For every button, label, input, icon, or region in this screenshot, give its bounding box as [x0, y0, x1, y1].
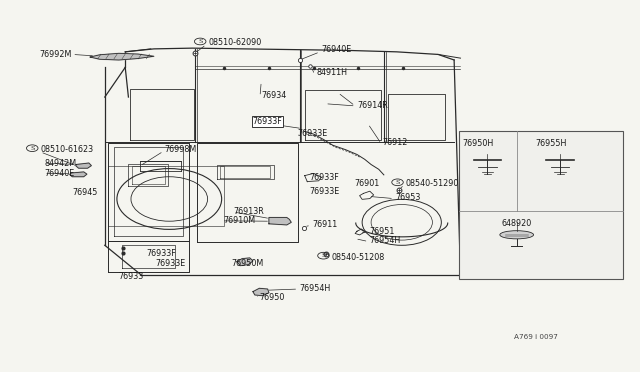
Text: 76913R: 76913R: [234, 207, 264, 216]
Text: 76940E: 76940E: [321, 45, 351, 54]
Text: 76955H: 76955H: [536, 139, 567, 148]
Text: 08510-62090: 08510-62090: [208, 38, 262, 48]
Text: 76912: 76912: [383, 138, 408, 147]
Text: 648920: 648920: [502, 219, 532, 228]
Text: 76934: 76934: [261, 91, 287, 100]
Text: 76933F: 76933F: [310, 173, 340, 182]
Text: 84911H: 84911H: [317, 68, 348, 77]
Text: 08540-51290: 08540-51290: [406, 179, 459, 188]
Text: 76951: 76951: [370, 227, 395, 237]
Text: 08510-61623: 08510-61623: [40, 145, 93, 154]
Text: 76933F: 76933F: [253, 117, 282, 126]
Polygon shape: [76, 163, 92, 168]
Text: 76933E: 76933E: [310, 187, 340, 196]
Bar: [460, 131, 623, 279]
Text: S: S: [198, 39, 202, 44]
Ellipse shape: [500, 231, 534, 239]
Text: A769 i 0097: A769 i 0097: [514, 334, 558, 340]
Text: 76950: 76950: [259, 294, 285, 302]
Text: 76933F: 76933F: [147, 249, 176, 258]
Text: S: S: [396, 180, 400, 185]
Text: 76950H: 76950H: [463, 139, 494, 148]
Text: 76933: 76933: [119, 272, 144, 281]
Polygon shape: [253, 288, 269, 296]
Text: 76998M: 76998M: [164, 145, 196, 154]
Text: 76953: 76953: [396, 193, 420, 202]
Text: 76992M: 76992M: [40, 50, 72, 59]
Text: 76914R: 76914R: [357, 101, 388, 110]
Text: 76954H: 76954H: [300, 284, 331, 293]
Text: 76933E: 76933E: [156, 259, 186, 267]
Polygon shape: [269, 218, 291, 225]
Text: 76901: 76901: [355, 179, 380, 188]
Polygon shape: [70, 172, 87, 177]
Text: 76940E: 76940E: [44, 169, 74, 178]
Polygon shape: [237, 258, 253, 266]
Text: 76933E: 76933E: [298, 128, 328, 138]
Text: 76950M: 76950M: [232, 259, 264, 267]
Text: S: S: [30, 146, 35, 151]
Text: 08540-51208: 08540-51208: [332, 253, 385, 262]
Text: 76945: 76945: [72, 188, 98, 197]
Polygon shape: [90, 53, 154, 60]
Text: 76910M: 76910M: [223, 217, 255, 225]
Text: 76911: 76911: [312, 220, 337, 229]
Text: 84942M: 84942M: [44, 158, 76, 167]
Text: S: S: [321, 253, 326, 258]
Text: 76954H: 76954H: [370, 236, 401, 246]
